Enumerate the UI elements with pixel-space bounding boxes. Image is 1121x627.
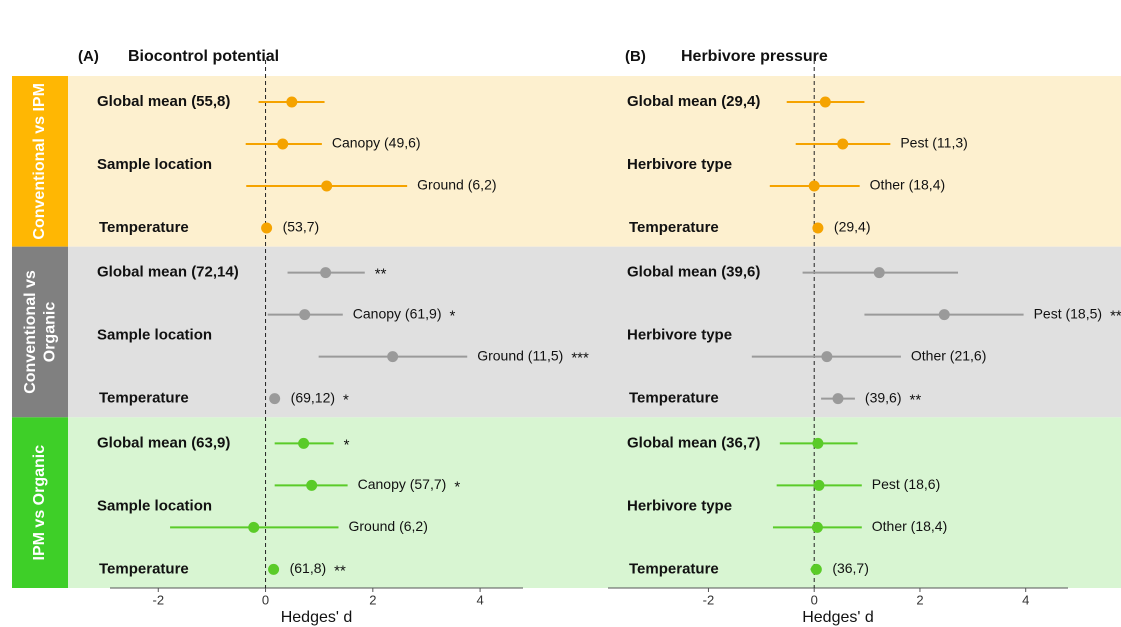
group-label: IPM vs Organic [31,445,48,561]
significance: ** [1110,308,1121,325]
x-tick-label: 0 [262,592,269,607]
x-axis-label: Hedges' d [281,609,353,626]
effect-point [812,223,823,234]
effect-point [277,139,288,150]
effect-point [874,267,885,278]
x-tick-label: 2 [916,592,923,607]
point-label: Canopy (61,9) [353,305,442,321]
effect-point [286,97,297,108]
row-label: Global mean (63,9) [97,434,230,451]
page: Conventional vs IPMConventional vsOrgani… [0,0,1121,627]
effect-point [320,267,331,278]
x-tick-label: 4 [1022,592,1029,607]
effect-point [813,480,824,491]
point-label: (53,7) [283,219,320,235]
effect-point [820,97,831,108]
point-label: Ground (6,2) [348,518,427,534]
group-label: Conventional vs IPM [31,83,48,239]
significance: * [454,478,460,495]
point-label: (29,4) [834,219,871,235]
moderator-label: Herbivore type [627,156,732,173]
significance: ** [334,562,346,579]
panel-label: (B) [625,48,646,65]
effect-point [261,223,272,234]
effect-point [837,139,848,150]
moderator-label: Sample location [97,497,212,514]
row-label: Global mean (55,8) [97,93,230,110]
effect-point [306,480,317,491]
panel-title: Herbivore pressure [681,48,828,65]
moderator-label: Herbivore type [627,497,732,514]
row-label: Temperature [629,560,719,577]
effect-point [321,181,332,192]
point-label: Other (18,4) [870,177,945,193]
point-label: Ground (6,2) [417,177,496,193]
effect-point [299,309,310,320]
significance: *** [571,350,589,367]
x-tick-label: 2 [369,592,376,607]
significance: * [343,392,349,409]
effect-point [811,564,822,575]
row-label: Temperature [629,390,719,407]
point-label: Ground (11,5) [477,347,563,363]
row-label: Global mean (36,7) [627,434,760,451]
effect-point [248,522,259,533]
row-label: Global mean (39,6) [627,264,760,281]
moderator-label: Herbivore type [627,327,732,344]
point-label: Pest (18,5) [1034,305,1102,321]
point-label: Pest (18,6) [872,476,940,492]
x-tick-label: 4 [476,592,483,607]
row-label: Global mean (29,4) [627,93,760,110]
significance: ** [375,266,387,283]
point-label: (39,6) [865,389,902,405]
effect-point [269,393,280,404]
row-label: Temperature [629,219,719,236]
significance: ** [909,392,921,409]
effect-point [833,393,844,404]
row-label: Temperature [99,219,189,236]
effect-point [821,351,832,362]
point-label: Canopy (57,7) [358,476,447,492]
x-tick-label: -2 [703,592,715,607]
effect-point [387,351,398,362]
point-label: Other (18,4) [872,518,947,534]
effect-point [809,181,820,192]
significance: * [344,436,350,453]
point-label: Other (21,6) [911,347,986,363]
point-label: (36,7) [832,560,869,576]
point-label: Canopy (49,6) [332,135,421,151]
figure: Conventional vs IPMConventional vsOrgani… [0,0,1121,627]
effect-point [268,564,279,575]
moderator-label: Sample location [97,327,212,344]
moderator-label: Sample location [97,156,212,173]
x-tick-label: 0 [811,592,818,607]
effect-point [298,438,309,449]
point-label: Pest (11,3) [900,135,967,151]
group-side-bar [12,247,68,418]
x-axis-label: Hedges' d [802,609,874,626]
panel-label: (A) [78,48,99,65]
point-label: (61,8) [290,560,327,576]
row-label: Global mean (72,14) [97,264,239,281]
significance: * [450,308,456,325]
effect-point [939,309,950,320]
row-label: Temperature [99,390,189,407]
row-label: Temperature [99,560,189,577]
panel-title: Biocontrol potential [128,48,279,65]
point-label: (69,12) [291,389,335,405]
effect-point [812,522,823,533]
x-tick-label: -2 [152,592,164,607]
effect-point [812,438,823,449]
